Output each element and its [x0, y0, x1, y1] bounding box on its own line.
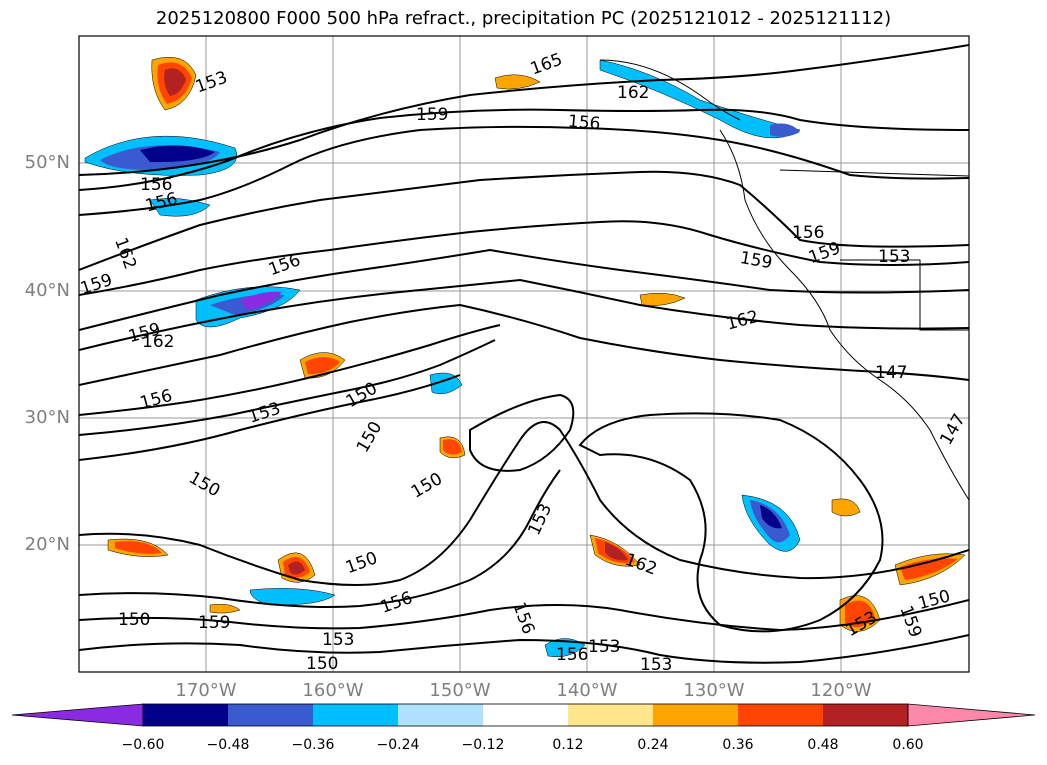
map-frame	[78, 35, 970, 673]
contour-label: 153	[878, 247, 910, 267]
colorbar-tick-label: 0.24	[637, 737, 669, 753]
colorbar-segment	[568, 704, 653, 726]
colorbar-segment	[738, 704, 823, 726]
lon-label: 150°W	[429, 680, 491, 701]
contour-label: 150	[118, 610, 150, 630]
colorbar-tick-label: 0.12	[552, 737, 584, 753]
lat-label: 20°N	[24, 534, 70, 555]
contour-label: 153	[588, 637, 620, 657]
contour-lines	[79, 44, 969, 664]
colorbar-segment	[653, 704, 738, 726]
lat-label: 30°N	[24, 407, 70, 428]
colorbar-tick-label: −0.36	[291, 737, 335, 753]
colorbar-tick-label: −0.12	[461, 737, 505, 753]
contour-label: 156	[792, 223, 824, 243]
lon-label: 170°W	[175, 680, 237, 701]
lat-label: 40°N	[24, 280, 70, 301]
lon-label: 120°W	[810, 680, 872, 701]
contour-label: 156	[556, 645, 588, 665]
lat-label: 50°N	[24, 152, 70, 173]
colorbar-segment	[907, 703, 1036, 727]
contour-labels: 153 165 162 159 156 156 156 162 159 156 …	[78, 50, 970, 675]
colorbar-tick-label: 0.60	[892, 737, 924, 753]
colorbar-frame	[142, 703, 909, 727]
contour-label: 153	[322, 630, 354, 650]
colorbar-tick-label: −0.24	[376, 737, 420, 753]
colorbar-segment	[11, 703, 144, 727]
contour-label: 153	[640, 655, 672, 675]
lon-label: 140°W	[556, 680, 618, 701]
colorbar-segment	[143, 704, 228, 726]
colorbar-segment	[483, 704, 568, 726]
lon-label: 160°W	[302, 680, 364, 701]
colorbar-segment	[398, 704, 483, 726]
colorbar-segment	[313, 704, 398, 726]
map-title: 2025120800 F000 500 hPa refract., precip…	[155, 8, 892, 29]
precipitation-patches	[84, 56, 966, 658]
colorbar-tick-label: 0.48	[807, 737, 839, 753]
lon-label: 130°W	[683, 680, 745, 701]
colorbar-tick-label: −0.48	[206, 737, 250, 753]
colorbar-segment	[228, 704, 313, 726]
colorbar-segment	[823, 704, 908, 726]
contour-label: 156	[567, 112, 601, 135]
contour-label: 150	[306, 654, 338, 674]
contour-label: 162	[142, 332, 174, 352]
contour-label: 159	[198, 613, 230, 633]
coastline	[599, 59, 969, 501]
contour-label: 162	[617, 83, 649, 103]
contour-label: 156	[140, 175, 172, 195]
contour-label: 147	[875, 363, 907, 383]
contour-label: 159	[416, 105, 448, 125]
colorbar	[11, 703, 1036, 727]
colorbar-tick-label: −0.60	[121, 737, 165, 753]
colorbar-tick-label: 0.36	[722, 737, 754, 753]
